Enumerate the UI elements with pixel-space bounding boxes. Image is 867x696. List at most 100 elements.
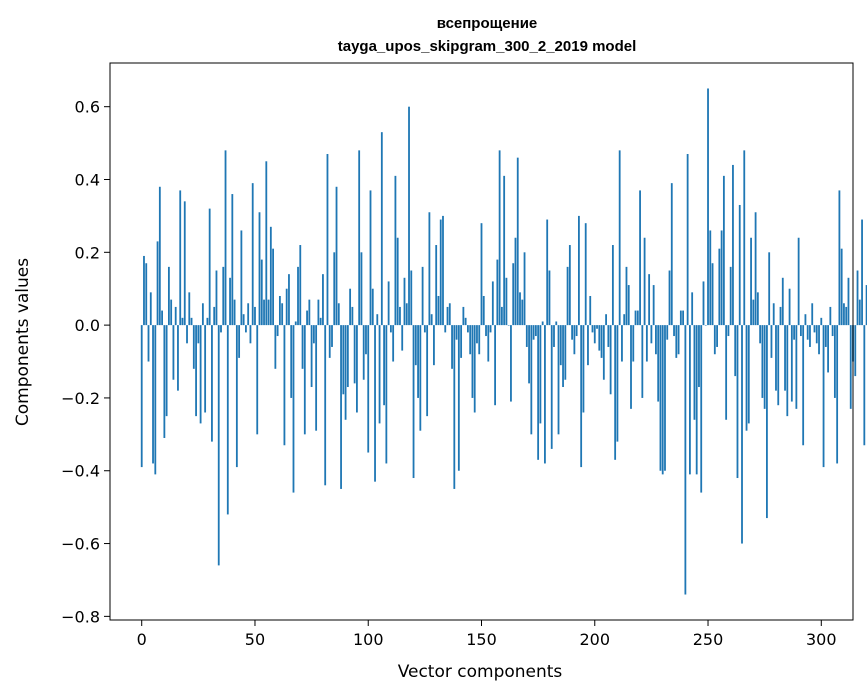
bar-201 — [596, 325, 598, 329]
bar-121 — [414, 325, 417, 366]
bar-156 — [494, 325, 496, 406]
plot-frame — [109, 62, 854, 621]
bar-56 — [267, 299, 270, 326]
bar-137 — [451, 325, 453, 369]
bar-110 — [389, 325, 392, 333]
bar-230 — [661, 325, 664, 475]
bar-274 — [761, 325, 764, 398]
bar-36 — [222, 266, 225, 326]
bar-247 — [700, 325, 703, 493]
bar-8 — [158, 186, 161, 326]
bar-66 — [290, 325, 293, 398]
bar-309 — [840, 248, 843, 326]
bar-173 — [532, 325, 535, 340]
bar-103 — [374, 325, 376, 482]
bar-63 — [283, 325, 286, 446]
bar-196 — [584, 223, 587, 326]
bar-312 — [847, 277, 850, 326]
bar-159 — [500, 306, 503, 326]
bar-228 — [657, 325, 660, 402]
bar-3 — [147, 325, 150, 362]
bar-244 — [693, 325, 696, 420]
bar-112 — [394, 175, 397, 326]
bar-215 — [627, 285, 630, 326]
bar-22 — [190, 317, 193, 326]
x-tick-label: 200 — [579, 630, 610, 649]
bar-276 — [766, 325, 768, 519]
bar-257 — [722, 175, 725, 326]
bar-183 — [555, 321, 558, 326]
bar-71 — [301, 325, 304, 369]
bar-207 — [609, 325, 612, 395]
bar-75 — [310, 325, 313, 388]
bar-83 — [328, 325, 331, 358]
bar-160 — [503, 175, 506, 326]
bar-248 — [702, 281, 705, 326]
bar-157 — [496, 259, 499, 326]
bar-4 — [149, 292, 152, 326]
bar-210 — [616, 325, 619, 442]
bar-40 — [231, 194, 234, 326]
bar-293 — [804, 314, 807, 326]
bar-186 — [562, 325, 564, 388]
bar-249 — [704, 325, 707, 326]
bar-51 — [256, 325, 259, 435]
bar-95 — [356, 325, 358, 413]
bar-54 — [263, 299, 265, 326]
bar-223 — [645, 325, 648, 362]
bar-320 — [865, 285, 867, 326]
bar-266 — [743, 150, 746, 326]
bar-270 — [752, 299, 755, 326]
bar-243 — [691, 292, 694, 326]
bar-300 — [820, 317, 823, 326]
bar-203 — [600, 325, 603, 358]
bar-220 — [639, 190, 641, 326]
bar-299 — [818, 325, 820, 355]
bar-37 — [224, 150, 227, 326]
bar-308 — [838, 190, 841, 326]
bar-10 — [163, 325, 166, 438]
bar-181 — [550, 325, 553, 449]
bar-155 — [491, 281, 494, 326]
y-tick-label: −0.2 — [61, 389, 100, 408]
bar-174 — [534, 325, 537, 337]
bar-59 — [274, 325, 277, 369]
bar-264 — [738, 204, 741, 326]
bar-0 — [140, 325, 143, 468]
bar-134 — [444, 325, 447, 333]
chart-title: всепрощение — [437, 15, 538, 32]
bar-261 — [732, 164, 734, 326]
bar-87 — [337, 303, 340, 326]
bar-177 — [541, 321, 544, 326]
bar-254 — [716, 325, 718, 347]
bar-245 — [695, 325, 698, 475]
bar-297 — [813, 325, 816, 333]
bar-111 — [392, 325, 395, 362]
bar-208 — [611, 245, 614, 326]
x-tick-label: 300 — [806, 630, 837, 649]
bar-170 — [525, 325, 528, 347]
bar-202 — [598, 325, 601, 351]
bar-190 — [571, 325, 574, 340]
bar-67 — [292, 325, 295, 493]
bar-44 — [240, 230, 243, 326]
bar-232 — [666, 325, 669, 340]
bar-62 — [281, 303, 284, 326]
bar-277 — [768, 252, 771, 326]
bar-229 — [659, 325, 662, 471]
bar-195 — [582, 325, 585, 413]
bar-318 — [861, 219, 863, 326]
bar-275 — [763, 325, 766, 409]
bar-42 — [235, 325, 238, 468]
bar-97 — [360, 252, 363, 326]
bar-80 — [322, 274, 324, 326]
bar-104 — [376, 314, 379, 326]
bar-124 — [421, 266, 424, 326]
bar-182 — [553, 325, 555, 347]
x-tick-label: 50 — [245, 630, 265, 649]
bar-192 — [575, 325, 578, 337]
bar-73 — [306, 310, 308, 326]
bar-269 — [750, 237, 752, 326]
y-tick-label: −0.8 — [61, 607, 100, 626]
